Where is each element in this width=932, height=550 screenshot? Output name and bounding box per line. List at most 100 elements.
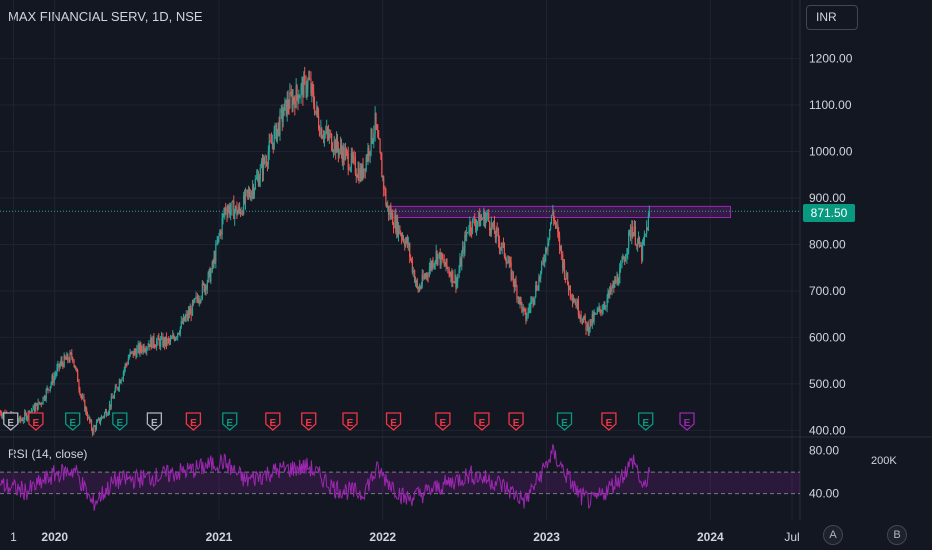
earnings-marker[interactable]: E (112, 412, 128, 431)
candle-body (341, 151, 343, 163)
chart-title: MAX FINANCIAL SERV, 1D, NSE (8, 9, 203, 24)
time-tick-label: Jul (784, 530, 799, 544)
earnings-marker[interactable]: E (679, 412, 695, 431)
earnings-marker[interactable]: E (222, 412, 238, 431)
candle-body (523, 307, 525, 310)
candle-body (305, 77, 307, 94)
candle-body (396, 217, 398, 232)
candle-body (278, 122, 280, 135)
auto-scale-button[interactable]: A (823, 525, 843, 545)
candle-body (358, 168, 360, 182)
candle-body (387, 205, 390, 215)
candle-body (117, 387, 120, 390)
candle-body (80, 394, 82, 396)
candle-body (445, 259, 447, 267)
candle-body (331, 133, 333, 150)
candle-body (243, 195, 245, 215)
earnings-marker-label: E (69, 418, 76, 429)
earnings-marker-shape (342, 412, 358, 431)
rsi-legend[interactable]: RSI (14, close) (8, 447, 88, 461)
b-button[interactable]: B (887, 525, 907, 545)
candle-body (331, 149, 334, 152)
candle-body (259, 167, 261, 180)
earnings-marker[interactable]: E (435, 412, 451, 431)
earnings-marker[interactable]: E (65, 412, 81, 431)
candle-body (63, 355, 65, 368)
candle-body (134, 350, 136, 353)
earnings-marker[interactable]: E (508, 412, 524, 431)
candle-body (106, 414, 108, 416)
candle-body (470, 222, 472, 231)
candle-body (253, 188, 256, 196)
candle-body (115, 386, 117, 388)
currency-button[interactable]: INR (806, 5, 858, 30)
candle-body (442, 258, 444, 260)
candle-body (118, 380, 120, 388)
earnings-marker[interactable]: E (146, 412, 163, 431)
candle-body (308, 77, 310, 80)
candle-body (516, 286, 518, 299)
earnings-marker[interactable]: E (638, 412, 654, 431)
earnings-marker[interactable]: E (265, 412, 281, 431)
candle-body (127, 358, 129, 365)
candle-body (471, 230, 473, 233)
earnings-marker-shape (65, 412, 81, 431)
earnings-marker-label: E (7, 418, 14, 429)
candle-body (88, 416, 90, 419)
candle-body (558, 236, 561, 249)
candle-body (339, 144, 342, 150)
candle-body (612, 282, 614, 287)
candle-body (95, 422, 98, 430)
candle-body (188, 310, 190, 315)
candle-body (76, 367, 78, 371)
candle-body (159, 340, 161, 347)
earnings-marker-label: E (347, 418, 354, 429)
candle-body (315, 110, 317, 114)
candle-body (495, 228, 497, 239)
candle-body (484, 217, 487, 226)
earnings-marker[interactable]: E (601, 412, 617, 431)
candle-body (591, 314, 593, 326)
candle-body (491, 222, 493, 227)
candle-body (267, 152, 269, 165)
candle-body (256, 175, 259, 177)
candle-body (22, 419, 24, 422)
candle-body (175, 337, 177, 339)
earnings-marker[interactable]: E (28, 412, 44, 431)
earnings-marker[interactable]: E (185, 412, 202, 431)
candle-body (531, 297, 533, 302)
candle-body (534, 296, 536, 301)
candle-body (637, 240, 639, 247)
candle-body (386, 204, 388, 208)
candle-body (25, 413, 28, 420)
candle-body (192, 301, 195, 303)
earnings-marker[interactable]: E (385, 412, 402, 431)
candle-body (375, 112, 377, 126)
candle-body (335, 140, 337, 153)
earnings-marker[interactable]: E (301, 412, 317, 431)
candle-body (603, 305, 605, 310)
candle-body (480, 218, 483, 220)
candle-body (401, 234, 403, 238)
candle-body (311, 84, 313, 94)
candle-body (142, 345, 144, 352)
candle-body (370, 128, 372, 152)
candle-body (180, 320, 182, 327)
candle-body (252, 186, 255, 196)
candle-body (569, 285, 571, 296)
candle-body (310, 78, 312, 94)
earnings-marker[interactable]: E (3, 412, 19, 431)
candle-body (184, 317, 186, 321)
earnings-marker[interactable]: E (556, 412, 573, 431)
candle-body (401, 237, 404, 238)
candle-body (628, 231, 630, 249)
earnings-marker[interactable]: E (342, 412, 358, 431)
candle-body (489, 230, 492, 233)
earnings-marker-shape (185, 412, 202, 431)
volume-axis-label: 200K (871, 455, 897, 467)
earnings-marker[interactable]: E (474, 412, 490, 431)
candle-body (597, 309, 599, 310)
candle-body (454, 274, 456, 282)
